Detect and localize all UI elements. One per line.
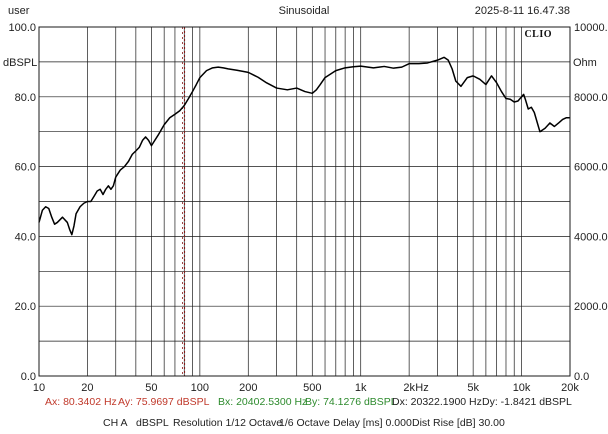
y2-tick-label: 6000.0 — [574, 162, 608, 174]
y-tick-labels: 0.0 20.0 40.0 60.0 80.0 100.0 — [8, 22, 36, 383]
cursor-by-readout: By: 74.1276 dBSPL — [305, 396, 397, 408]
cursor-dx-readout: Dx: 20322.1900 Hz — [392, 396, 482, 408]
y2-axis-unit-label: Ohm — [573, 57, 597, 69]
y-tick-label: 80.0 — [15, 92, 36, 104]
cursor-layer — [182, 27, 186, 376]
header-user: user — [8, 5, 30, 17]
x-tick-label: 10k — [513, 382, 531, 394]
grid-major — [39, 61, 570, 342]
x-tick-label: 200 — [239, 382, 257, 394]
y-tick-label: 20.0 — [15, 301, 36, 313]
x-axis-unit-label: Hz — [415, 382, 428, 394]
cursor-ax-readout: Ax: 80.3402 Hz — [45, 396, 117, 408]
cursor-ay-readout: Ay: 75.9697 dBSPL — [118, 396, 210, 408]
x-tick-label: 50 — [145, 382, 157, 394]
x-tick-label: 10 — [33, 382, 45, 394]
x-tick-label: 500 — [303, 382, 321, 394]
x-tick-label: 1k — [355, 382, 367, 394]
y2-tick-label: 8000.0 — [574, 92, 608, 104]
cursor-bx-readout: Bx: 20402.5300 Hz — [218, 396, 307, 408]
header-datetime: 2025-8-11 16.47.38 — [475, 5, 570, 17]
y2-tick-labels: 0.0 2000.0 4000.0 6000.0 8000.0 10000.0 — [574, 22, 608, 383]
settings-smoothing: 1/6 Octave — [279, 417, 330, 429]
settings-resolution: Resolution 1/12 Octave — [173, 417, 282, 429]
y2-tick-label: 2000.0 — [574, 301, 608, 313]
series-layer — [38, 56, 570, 236]
cursor-dy-readout: Dy: -1.8421 dBSPL — [482, 396, 572, 408]
x-tick-label: 20k — [561, 382, 579, 394]
x-tick-label: 100 — [191, 382, 209, 394]
settings-delay: Delay [ms] 0.000 — [333, 417, 412, 429]
settings-dist-rise: Dist Rise [dB] 30.00 — [412, 417, 505, 429]
series-line-0 — [38, 56, 570, 236]
y-tick-label: 40.0 — [15, 231, 36, 243]
y-tick-label: 60.0 — [15, 162, 36, 174]
header-signal: Sinusoidal — [279, 5, 330, 17]
settings-units: dBSPL — [136, 417, 169, 429]
y-tick-label: 100.0 — [8, 22, 36, 34]
x-tick-label: 20 — [81, 382, 93, 394]
clio-logo: CLIO — [524, 29, 552, 40]
y2-tick-label: 0.0 — [574, 371, 589, 383]
y2-tick-label: 10000.0 — [574, 22, 608, 34]
y-tick-label: 0.0 — [21, 371, 36, 383]
x-tick-labels: 10 20 50 100 200 500 1k 2k 5k 10k 20k — [33, 382, 579, 394]
settings-channel: CH A — [103, 417, 128, 429]
y2-tick-label: 4000.0 — [574, 231, 608, 243]
y-axis-unit-label: dBSPL — [3, 57, 37, 69]
x-tick-label: 2k — [403, 382, 415, 394]
plot-border — [38, 26, 571, 377]
x-tick-label: 5k — [467, 382, 479, 394]
